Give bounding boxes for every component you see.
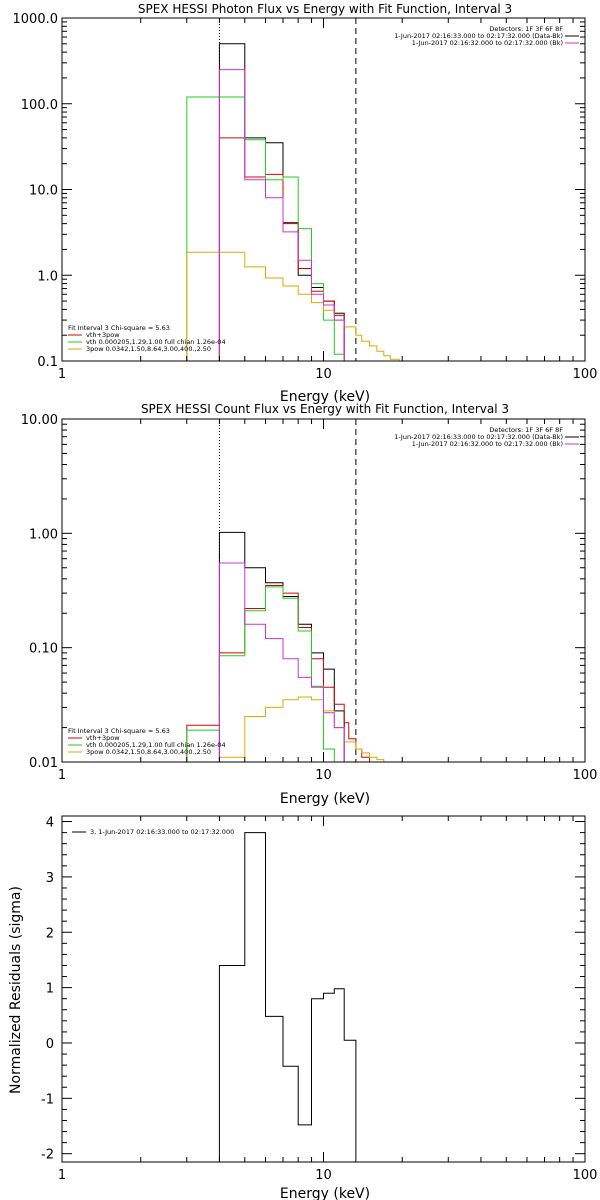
x-tick-label: 100 <box>573 367 598 382</box>
legend-entry: 3, 1-Jun-2017 02:16:33.000 to 02:17:32.0… <box>90 828 234 836</box>
legend-fit-entry: 3pow 0.0342,1.50,8.64,3.00,400.,2.50 <box>86 345 211 353</box>
series-data-bk <box>218 43 345 361</box>
legend-fit-entry: vth 0.000205,1.29,1.00 full chian 1.26e-… <box>86 338 226 346</box>
count-flux-panel: SPEX HESSI Count Flux vs Energy with Fit… <box>21 402 598 807</box>
legend-top-entry: 1-Jun-2017 02:16:32.000 to 02:17:32.000 … <box>412 39 563 47</box>
y-tick-label: 10.0 <box>29 184 58 199</box>
legend-fit-title: Fit Interval 3 Chi-square = 5.63 <box>68 727 170 735</box>
series-bk <box>218 69 345 361</box>
y-tick-label: -1 <box>41 1092 54 1107</box>
y-tick-label: 2 <box>46 926 54 941</box>
y-tick-label: 100.0 <box>21 98 58 113</box>
x-tick-label: 100 <box>573 1168 598 1183</box>
x-tick-label: 10 <box>315 1168 332 1183</box>
x-tick-label: 1 <box>58 367 66 382</box>
series-data-bk <box>218 531 356 762</box>
legend-top-entry: Detectors: 1F 3F 6F 8F <box>489 25 563 33</box>
legend-top-entry: 1-Jun-2017 02:16:32.000 to 02:17:32.000 … <box>412 440 563 448</box>
photon-flux-series <box>186 18 400 361</box>
x-tick-label: 1 <box>58 768 66 783</box>
y-tick-label: 0.01 <box>29 756 58 771</box>
y-tick-label: 1 <box>46 982 54 997</box>
series-3-1-jun-2017-02-16-33-000-to-02-17-32-000 <box>218 832 357 1162</box>
series-vth-3pow <box>186 585 370 762</box>
x-tick-label: 10 <box>315 768 332 783</box>
legend-top-entry: Detectors: 1F 3F 6F 8F <box>489 426 563 434</box>
series-vth <box>186 96 345 361</box>
x-tick-label: 10 <box>315 367 332 382</box>
count-flux-axes: 1 10 100 0.01 0.10 1.00 10.00 Detectors: 1F 3F … <box>21 413 598 783</box>
photon-flux-xlabel: Energy (keV) <box>280 389 370 405</box>
legend-fit-entry: vth+3pow <box>86 331 120 339</box>
count-flux-xlabel: Energy (keV) <box>280 791 370 807</box>
photon-flux-axes: 1 10 100 0.1 1.0 10.0 100.0 1000.0 Detectors: 1F… <box>13 12 598 382</box>
series-3pow <box>218 696 385 762</box>
photon-flux-panel: SPEX HESSI Photon Flux vs Energy with Fi… <box>13 2 598 405</box>
residuals-panel: 1 10 100 -2 -1 0 1 2 3 4 3, 1-Jun-2017 02:16:33.00… <box>8 815 598 1200</box>
legend-top-entry: 1-Jun-2017 02:16:33.000 to 02:17:32.000 … <box>394 433 563 441</box>
x-tick-label: 100 <box>573 768 598 783</box>
series-bk <box>218 562 356 762</box>
legend-fit-entry: vth 0.000205,1.29,1.00 full chian 1.26e-… <box>86 741 226 749</box>
y-tick-label: 4 <box>46 816 54 831</box>
y-tick-label: 3 <box>46 871 54 886</box>
series-3pow <box>186 251 400 361</box>
residuals-ylabel: Normalized Residuals (sigma) <box>8 886 24 1094</box>
residuals-axes: 1 10 100 -2 -1 0 1 2 3 4 3, 1-Jun-2017 02:16:33.00… <box>41 815 598 1183</box>
y-tick-label: 1000.0 <box>13 12 59 27</box>
y-tick-label: -2 <box>41 1148 54 1163</box>
y-tick-label: 1.00 <box>29 527 58 542</box>
plot-frame <box>61 815 586 1163</box>
count-flux-title: SPEX HESSI Count Flux vs Energy with Fit… <box>141 402 509 416</box>
legend-fit-title: Fit Interval 3 Chi-square = 5.63 <box>68 324 170 332</box>
y-tick-label: 0.10 <box>29 642 58 657</box>
legend-fit-entry: 3pow 0.0342,1.50,8.64,3.00,400.,2.50 <box>86 748 211 756</box>
legend-top-entry: 1-Jun-2017 02:16:33.000 to 02:17:32.000 … <box>394 32 563 40</box>
y-tick-label: 1.0 <box>37 269 58 284</box>
x-tick-label: 1 <box>58 1168 66 1183</box>
legend-fit-entry: vth+3pow <box>86 734 120 742</box>
y-tick-label: 0.1 <box>37 355 58 370</box>
series-vth <box>186 586 335 762</box>
residuals-series <box>218 832 357 1162</box>
residuals-xlabel: Energy (keV) <box>280 1186 370 1200</box>
y-tick-label: 0 <box>46 1037 54 1052</box>
count-flux-series <box>186 419 385 762</box>
photon-flux-title: SPEX HESSI Photon Flux vs Energy with Fi… <box>138 2 512 16</box>
y-tick-label: 10.00 <box>21 413 58 428</box>
series-vth-3pow <box>218 137 345 361</box>
